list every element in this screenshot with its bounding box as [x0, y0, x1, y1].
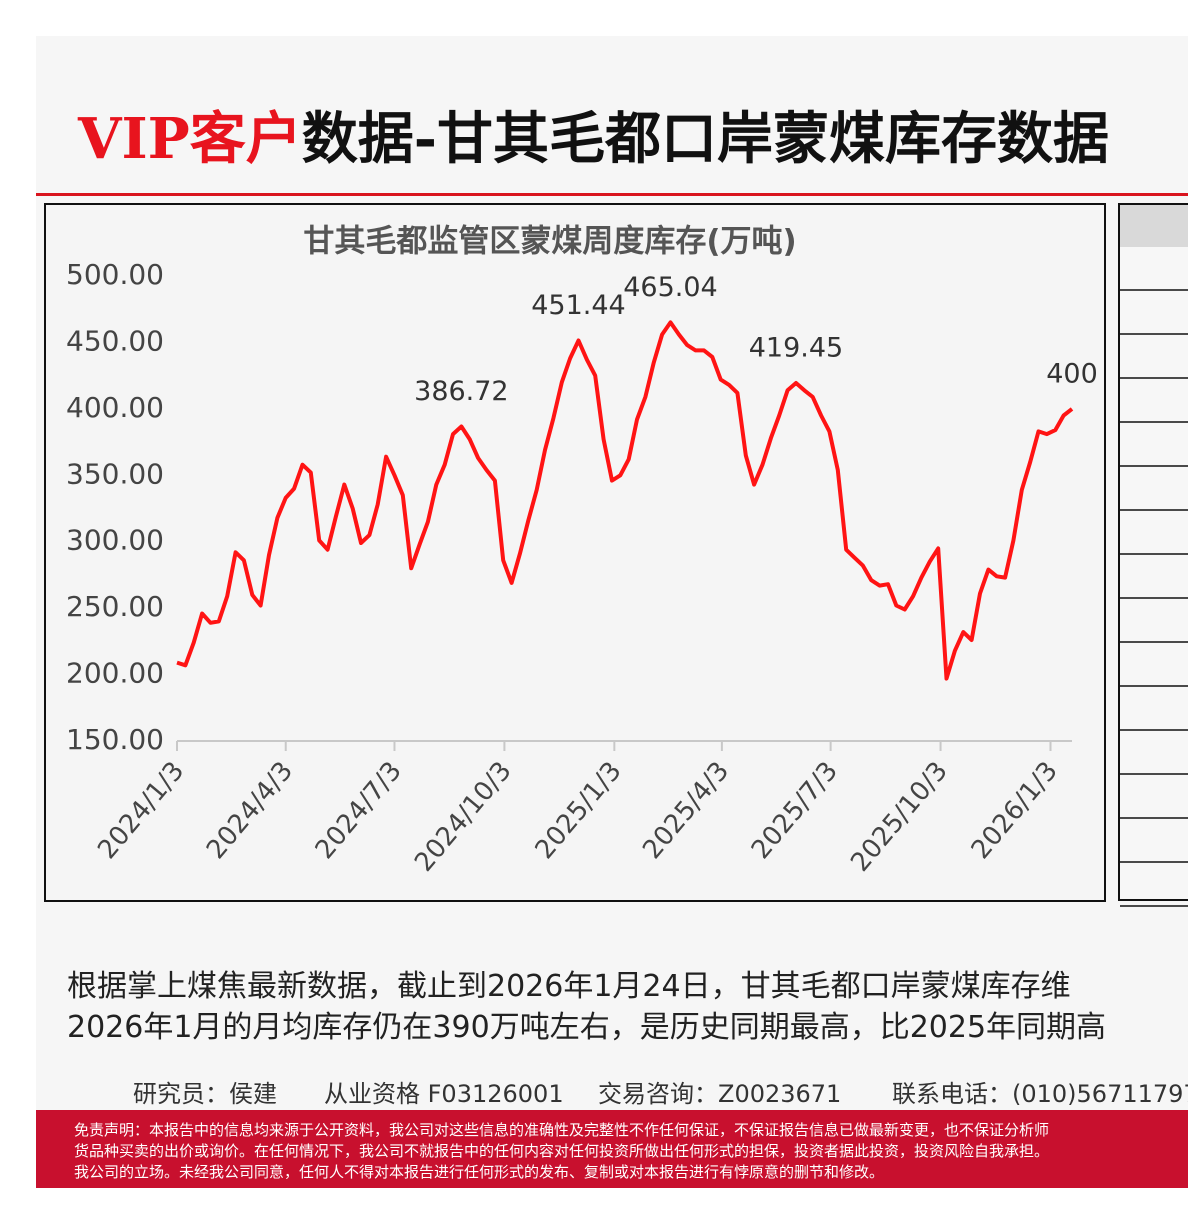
- chart-title: 甘其毛都监管区蒙煤周度库存(万吨): [303, 224, 796, 260]
- body-line: 根据掌上煤焦最新数据，截止到2026年1月24日，甘其毛都口岸蒙煤库存维: [67, 969, 1071, 1004]
- side-table: [1118, 203, 1188, 907]
- consulting: 交易咨询：Z0023671: [598, 1080, 842, 1108]
- y-tick-label: 350.00: [66, 457, 164, 490]
- data-label: 451.44: [531, 290, 625, 321]
- title-rule: [36, 193, 1188, 196]
- y-tick-label: 450.00: [66, 324, 164, 357]
- data-label: 386.72: [414, 376, 508, 407]
- researcher: 研究员：侯建: [133, 1080, 277, 1108]
- disclaimer-line: 我公司的立场。未经我公司同意，任何人不得对本报告进行任何形式的发布、复制或对本报…: [74, 1163, 885, 1181]
- disclaimer-band: 免责声明：本报告中的信息均来源于公开资料，我公司对这些信息的准确性及完整性不作任…: [36, 1110, 1188, 1188]
- y-tick-label: 300.00: [66, 524, 164, 557]
- y-tick-label: 200.00: [66, 657, 164, 690]
- data-label: 465.04: [623, 272, 717, 303]
- chart: 甘其毛都监管区蒙煤周度库存(万吨) 150.00 200.00 250.00 300.…: [44, 203, 1188, 907]
- body-line: 2026年1月的月均库存仍在390万吨左右，是历史同期最高，比2025年同期高: [67, 1010, 1107, 1045]
- qualification: 从业资格 F03126001: [324, 1080, 564, 1108]
- y-tick-label: 250.00: [66, 590, 164, 623]
- data-label: 400: [1046, 358, 1098, 389]
- y-tick-label: 500.00: [66, 258, 164, 291]
- chart-frame: [44, 203, 1106, 902]
- side-table-frame: [1118, 203, 1188, 901]
- title: VIP客户数据-甘其毛都口岸蒙煤库存数据: [78, 94, 1109, 175]
- side-table-header: [1120, 205, 1188, 247]
- y-tick-label: 400.00: [66, 391, 164, 424]
- data-line: [176, 320, 1074, 681]
- disclaimer-line: 免责声明：本报告中的信息均来源于公开资料，我公司对这些信息的准确性及完整性不作任…: [74, 1121, 1050, 1139]
- data-label: 419.45: [749, 333, 843, 364]
- y-tick-label: 150.00: [66, 723, 164, 756]
- phone: 联系电话：(010)56711797: [892, 1080, 1188, 1108]
- title-rest: 数据-甘其毛都口岸蒙煤库存数据: [301, 106, 1110, 172]
- disclaimer-line: 货品种买卖的出价或询价。在任何情况下，我公司不就报告中的任何内容对任何投资所做出…: [74, 1142, 1050, 1160]
- title-highlight: VIP客户: [78, 106, 302, 172]
